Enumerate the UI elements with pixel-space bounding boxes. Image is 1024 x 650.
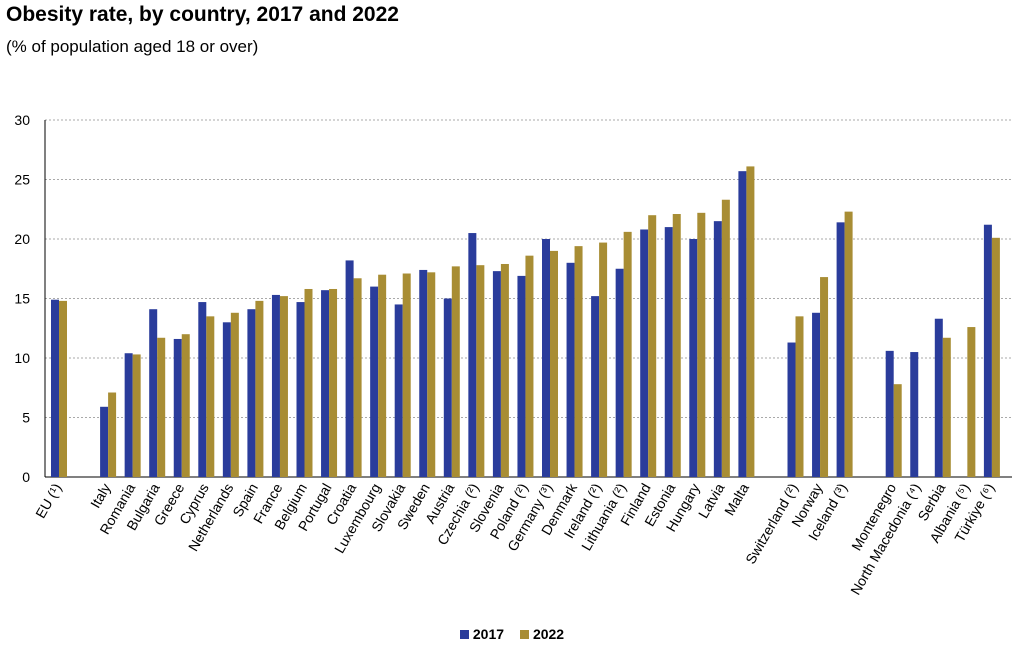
bar-2017 xyxy=(885,350,894,477)
bar-2017 xyxy=(787,342,796,477)
bar-2017 xyxy=(591,296,600,477)
bar-2017 xyxy=(640,229,649,477)
legend-item-2022: 2022 xyxy=(519,626,565,642)
bar-2022 xyxy=(206,316,215,477)
bar-2022 xyxy=(279,296,288,477)
bar-2022 xyxy=(942,337,951,477)
bar-2022 xyxy=(304,288,313,477)
bar-2017 xyxy=(370,286,379,477)
bar-2017 xyxy=(51,299,59,477)
bar-2017 xyxy=(222,322,231,477)
bar-2022 xyxy=(746,166,755,477)
bar-2017 xyxy=(100,406,109,477)
bar-2017 xyxy=(149,309,158,477)
bar-2017 xyxy=(394,304,403,477)
bar-2017 xyxy=(615,268,624,477)
bar-2017 xyxy=(542,239,550,477)
bar-2022 xyxy=(230,312,239,477)
bar-2022 xyxy=(157,337,166,477)
bar-2022 xyxy=(329,288,338,477)
bar-2017 xyxy=(321,290,330,477)
bar-2017 xyxy=(689,239,698,477)
y-tick-label: 0 xyxy=(22,469,30,485)
bar-2022 xyxy=(402,273,411,477)
bar-2022 xyxy=(181,334,190,477)
bar-2022 xyxy=(59,300,67,477)
bar-2022 xyxy=(353,278,362,477)
bar-2022 xyxy=(255,300,264,477)
x-tick-label: Latvia xyxy=(695,480,728,521)
y-tick-label: 25 xyxy=(14,172,30,188)
y-tick-label: 5 xyxy=(22,410,30,426)
legend-label-2022: 2022 xyxy=(532,626,565,642)
bar-2017 xyxy=(419,269,428,477)
chart-title: Obesity rate, by country, 2017 and 2022 xyxy=(6,3,399,26)
bar-2022 xyxy=(893,384,902,477)
bar-2017 xyxy=(983,224,992,477)
bar-2022 xyxy=(697,212,706,477)
y-tick-label: 30 xyxy=(14,112,30,128)
y-tick-label: 20 xyxy=(14,231,30,247)
bar-2017 xyxy=(443,298,452,477)
bar-2017 xyxy=(492,271,501,477)
bar-2017 xyxy=(468,233,477,477)
bar-2017 xyxy=(345,260,354,477)
bar-2017 xyxy=(247,309,256,477)
y-tick-label: 10 xyxy=(14,350,30,366)
bar-2022 xyxy=(623,231,632,477)
bar-2022 xyxy=(672,214,681,477)
bar-2017 xyxy=(173,338,182,477)
bar-2022 xyxy=(844,211,853,477)
chart-subtitle: (% of population aged 18 or over) xyxy=(6,37,259,56)
bar-2022 xyxy=(574,246,583,477)
bar-2017 xyxy=(271,294,280,477)
bar-2017 xyxy=(296,302,305,477)
bar-2017 xyxy=(738,171,747,478)
bar-2022 xyxy=(991,237,1000,477)
legend-swatch-2017 xyxy=(459,630,469,639)
bar-2017 xyxy=(713,221,722,477)
bar-2022 xyxy=(108,392,117,477)
bar-2017 xyxy=(566,262,575,477)
bar-2017 xyxy=(836,222,845,477)
legend-swatch-2022 xyxy=(519,630,529,639)
bar-2022 xyxy=(132,354,141,477)
bar-2017 xyxy=(124,353,133,477)
bar-2022 xyxy=(427,272,436,477)
bar-2022 xyxy=(648,215,657,477)
bar-2022 xyxy=(500,263,509,477)
x-tick-label: EU (¹) xyxy=(32,481,65,521)
bar-2022 xyxy=(451,266,460,477)
y-tick-label: 15 xyxy=(14,291,30,307)
bar-2022 xyxy=(967,327,976,477)
chart-legend: 2017 2022 xyxy=(0,626,1024,642)
legend-item-2017: 2017 xyxy=(459,626,505,642)
bar-2022 xyxy=(599,242,608,477)
legend-label-2017: 2017 xyxy=(472,626,505,642)
bar-2022 xyxy=(721,199,730,478)
bar-2022 xyxy=(820,277,829,477)
bar-2017 xyxy=(910,352,919,477)
bar-2022 xyxy=(476,265,485,477)
x-tick-label: Malta xyxy=(721,480,752,518)
bar-2017 xyxy=(934,318,943,477)
bar-2022 xyxy=(550,250,558,477)
bar-2022 xyxy=(795,316,804,477)
bar-2017 xyxy=(517,275,526,477)
bar-2017 xyxy=(664,227,673,477)
bar-2022 xyxy=(525,255,534,477)
bar-2017 xyxy=(812,312,821,477)
bar-2017 xyxy=(198,302,207,477)
bar-2022 xyxy=(378,274,387,477)
